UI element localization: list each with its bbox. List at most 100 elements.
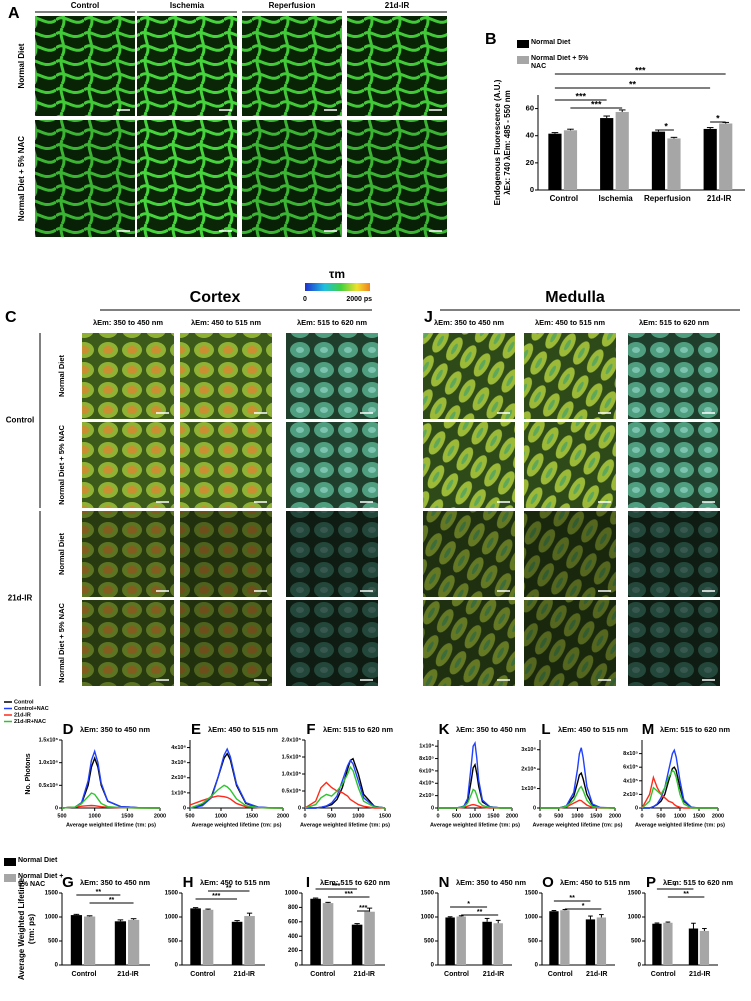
y-tick-label: 0	[533, 805, 536, 811]
colorbar-max: 2000 ps	[346, 296, 372, 303]
colorbar-title: τm	[329, 267, 345, 281]
micrograph-shade	[286, 600, 378, 686]
micrograph	[82, 333, 174, 419]
micrograph-shade	[286, 511, 378, 597]
x-axis-label: Average weighted lifetime (τm: ps)	[533, 822, 623, 828]
significance-label: *	[664, 121, 668, 131]
legend-label-box: Normal Diet	[531, 39, 570, 46]
x-tick-label: 0	[640, 813, 643, 819]
x-tick-label: 0	[436, 813, 439, 819]
bar	[84, 916, 96, 965]
y-tick-label: 0	[530, 185, 534, 194]
y-tick-label: 1500	[525, 891, 539, 897]
y-tick-label: 1x10⁶	[521, 786, 536, 792]
channel-header: λEm: 350 to 450 nm	[434, 318, 504, 327]
micrograph-shade	[35, 120, 135, 237]
row-label: Normal Diet + 5% NAC	[57, 603, 66, 683]
bar	[549, 911, 559, 965]
y-axis-label: Endogenous Fluorescence (A.U.)	[493, 79, 502, 205]
y-tick-label: 600	[288, 919, 299, 925]
y-tick-label: 1x10⁶	[171, 790, 186, 796]
x-tick-label: Control	[550, 194, 578, 203]
micrograph	[82, 422, 174, 508]
micrograph	[524, 600, 616, 686]
row-label: Normal Diet	[57, 532, 66, 575]
panel-letter: K	[439, 721, 450, 738]
significance-label: **	[683, 891, 689, 898]
micrograph	[242, 16, 342, 116]
channel-header: λEm: 450 to 515 nm	[191, 318, 261, 327]
panel-letter: A	[8, 5, 20, 22]
y-tick-label: 2x10⁶	[171, 775, 186, 781]
y-tick-label: 8x10⁵	[419, 756, 434, 762]
y-axis-label: (τm: ps)	[27, 914, 36, 945]
panel-letter: L	[541, 721, 550, 738]
panel-letter: D	[63, 721, 74, 738]
y-tick-label: 4x10⁶	[171, 745, 186, 751]
y-tick-label: 500	[528, 939, 539, 945]
x-tick-label: 21d-IR	[707, 194, 732, 203]
column-header: Ischemia	[170, 1, 205, 10]
y-tick-label: 0	[635, 805, 638, 811]
y-tick-label: 1000	[628, 915, 642, 921]
micrograph	[423, 600, 515, 686]
row-label: Normal Diet	[17, 43, 26, 88]
y-tick-label: 2x10⁶	[521, 767, 536, 773]
bar	[548, 133, 562, 190]
legend-swatch	[517, 56, 529, 64]
bar	[244, 916, 255, 965]
y-tick-label: 1000	[285, 891, 299, 897]
series-line	[305, 757, 386, 809]
bar	[482, 921, 492, 965]
x-tick-label: Control	[651, 971, 676, 978]
y-tick-label: 1500	[45, 891, 59, 897]
significance-label: ***	[332, 883, 340, 890]
bar	[703, 128, 717, 190]
channel-header: λEm: 515 to 620 nm	[639, 318, 709, 327]
chart-title: λEm: 350 to 450 nm	[456, 725, 526, 734]
y-tick-label: 2x10⁵	[419, 793, 434, 799]
x-tick-label: 1500	[379, 813, 391, 819]
bar	[456, 916, 466, 965]
chart-title: λEm: 515 to 620 nm	[320, 878, 390, 887]
panel-letter: P	[646, 874, 656, 891]
bar	[560, 910, 570, 965]
x-tick-label: 1500	[693, 813, 705, 819]
micrograph-shade	[242, 16, 342, 116]
colorbar-min: 0	[303, 296, 307, 303]
x-tick-label: 2000	[712, 813, 724, 819]
micrograph-shade	[180, 511, 272, 597]
y-tick-label: 0	[298, 805, 301, 811]
x-tick-label: 500	[452, 813, 461, 819]
micrograph-shade	[242, 120, 342, 237]
chart-title: λEm: 450 to 515 nm	[560, 878, 630, 887]
series-line	[540, 747, 616, 809]
y-tick-label: 8x10⁵	[623, 751, 638, 757]
micrograph	[286, 333, 378, 419]
chart-title: λEm: 515 to 620 nm	[660, 725, 730, 734]
micrograph	[137, 120, 237, 237]
panel-letter: B	[485, 31, 497, 48]
y-tick-label: 40	[526, 131, 534, 140]
y-axis-label: Average Weighted Lifetime	[17, 877, 26, 980]
significance-label: ***	[359, 905, 367, 912]
y-tick-label: 0	[535, 963, 539, 969]
channel-header: λEm: 350 to 450 nm	[93, 318, 163, 327]
series-line	[61, 749, 161, 809]
y-tick-label: 0	[183, 805, 186, 811]
micrograph	[35, 120, 135, 237]
y-tick-label: 0	[431, 963, 435, 969]
x-tick-label: 21d-IR	[586, 971, 607, 978]
legend-label-box: Normal Diet + 5% NAC	[531, 55, 588, 70]
x-tick-label: 21d-IR	[483, 971, 504, 978]
micrograph	[423, 422, 515, 508]
micrograph-shade	[423, 600, 515, 686]
y-tick-label: 0	[638, 963, 642, 969]
x-axis-label: Average weighted lifetime (τm: ps)	[300, 822, 390, 828]
x-tick-label: Control	[548, 971, 573, 978]
panel-letter: G	[62, 874, 74, 891]
panel-letter: H	[183, 874, 194, 891]
series-line	[61, 756, 161, 809]
panel-letter: I	[306, 874, 310, 891]
